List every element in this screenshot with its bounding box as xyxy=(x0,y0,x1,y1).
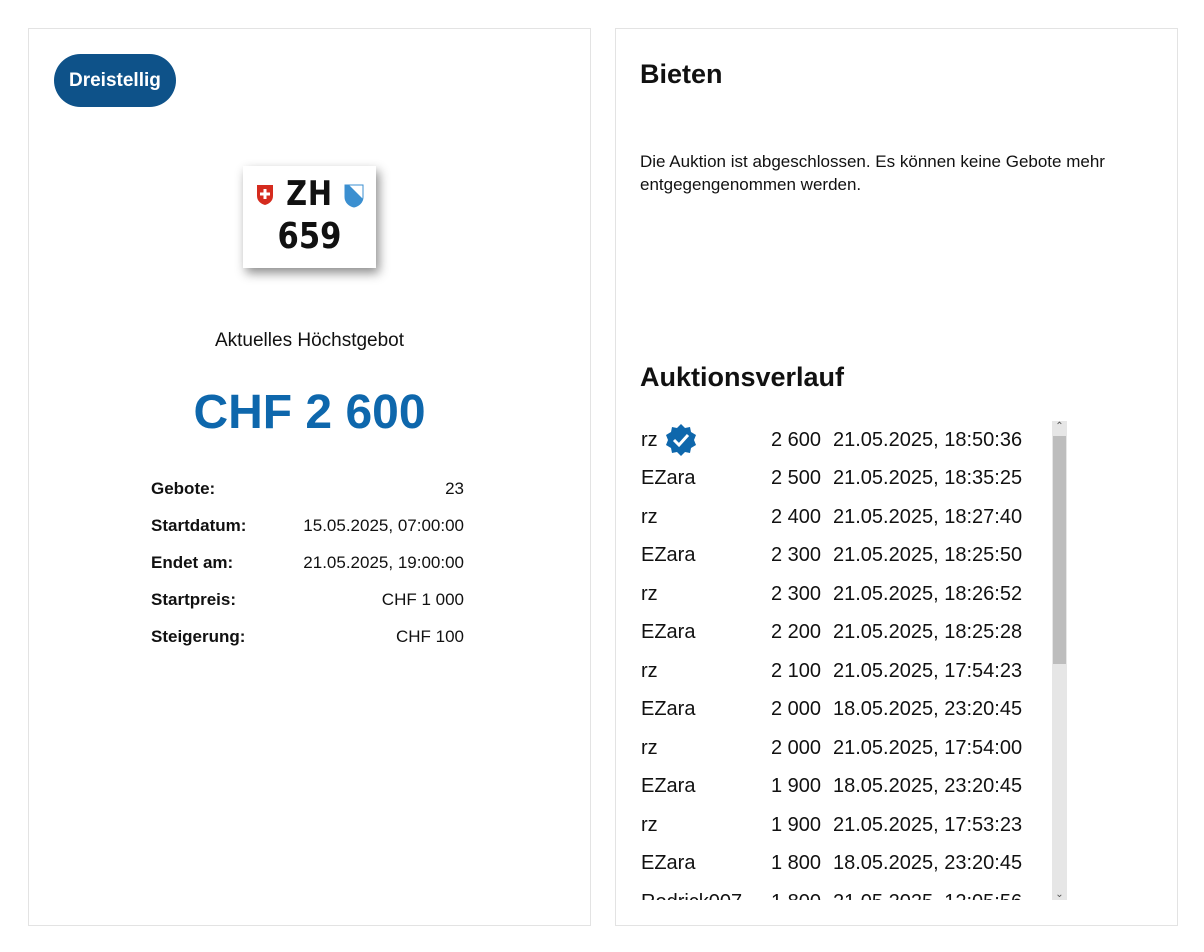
bid-amount: 1 800 xyxy=(770,852,821,875)
detail-label: Gebote: xyxy=(151,479,216,498)
current-bid-amount: CHF 2 600 xyxy=(193,386,426,439)
history-title: Auktionsverlauf xyxy=(640,362,845,392)
bid-time: 18.05.2025, 23:20:45 xyxy=(833,775,1023,798)
auction-closed-message: Die Auktion ist abgeschlossen. Es können… xyxy=(640,152,1105,194)
detail-row: Startpreis: CHF 1 000 xyxy=(151,588,464,625)
bid-title: Bieten xyxy=(640,59,723,89)
history-row: rz 2 100 21.05.2025, 17:54:23 xyxy=(626,652,1067,691)
plate-panel: Dreistellig ZH 659 Aktuelles Höchstgebot… xyxy=(28,28,591,926)
history-row: rz 2 400 21.05.2025, 18:27:40 xyxy=(626,498,1067,537)
detail-row: Endet am: 21.05.2025, 19:00:00 xyxy=(151,551,464,588)
history-row: EZara 2 300 21.05.2025, 18:25:50 xyxy=(626,537,1067,576)
license-plate: ZH 659 xyxy=(243,166,376,268)
history-row: EZara 1 900 18.05.2025, 23:20:45 xyxy=(626,768,1067,807)
history-row: rz 2 000 21.05.2025, 17:54:00 xyxy=(626,729,1067,768)
bid-amount: 1 800 xyxy=(746,891,821,900)
bid-time: 18.05.2025, 23:20:45 xyxy=(833,698,1023,721)
bidder-name: Rodrick007 xyxy=(641,891,742,900)
history-scrollbar[interactable]: ⌃ ⌄ xyxy=(1052,421,1067,900)
detail-label: Endet am: xyxy=(151,553,234,572)
bid-time: 21.05.2025, 12:05:56 xyxy=(833,891,1022,900)
bid-time: 21.05.2025, 18:35:25 xyxy=(833,467,1023,490)
history-row: EZara 1 800 18.05.2025, 23:20:45 xyxy=(626,845,1067,884)
bidder-name: rz xyxy=(641,659,658,682)
detail-value: 21.05.2025, 19:00:00 xyxy=(303,553,464,572)
detail-value: 15.05.2025, 07:00:00 xyxy=(303,516,464,535)
bid-amount: 1 900 xyxy=(770,775,821,798)
bidder-name: rz xyxy=(641,428,658,451)
bid-history-list[interactable]: rz 2 600 21.05.2025, 18:50:36 EZara 2 500 21.… xyxy=(626,421,1067,900)
history-row: EZara 2 000 18.05.2025, 23:20:45 xyxy=(626,691,1067,730)
bidder-name: EZara xyxy=(641,852,696,875)
history-row: Rodrick007 1 800 21.05.2025, 12:05:56 xyxy=(626,883,1067,900)
bidder-name: rz xyxy=(641,813,658,836)
current-bid-label: Aktuelles Höchstgebot xyxy=(214,330,405,351)
detail-label: Steigerung: xyxy=(151,627,246,646)
bidder-name: rz xyxy=(641,736,658,759)
zurich-shield-icon xyxy=(344,184,364,208)
scroll-up-icon[interactable]: ⌃ xyxy=(1055,421,1064,432)
history-row: rz 2 600 21.05.2025, 18:50:36 xyxy=(626,421,1067,460)
bidder-name: rz xyxy=(641,582,658,605)
detail-value: CHF 1 000 xyxy=(381,590,464,609)
scroll-down-icon[interactable]: ⌄ xyxy=(1055,889,1064,900)
swiss-shield-icon xyxy=(257,185,273,205)
bid-time: 21.05.2025, 18:25:28 xyxy=(833,621,1023,644)
bid-amount: 2 400 xyxy=(770,505,821,528)
history-row: rz 2 300 21.05.2025, 18:26:52 xyxy=(626,575,1067,614)
bid-amount: 1 900 xyxy=(770,813,821,836)
bid-time: 21.05.2025, 18:25:50 xyxy=(833,544,1023,567)
category-badge[interactable]: Dreistellig xyxy=(54,54,176,107)
plate-canton: ZH xyxy=(286,174,333,214)
history-row: EZara 2 200 21.05.2025, 18:25:28 xyxy=(626,614,1067,653)
detail-row: Startdatum: 15.05.2025, 07:00:00 xyxy=(151,514,464,551)
auction-details: Gebote: 23 Startdatum: 15.05.2025, 07:00:0… xyxy=(151,477,464,662)
detail-label: Startdatum: xyxy=(151,516,247,535)
bid-time: 21.05.2025, 18:50:36 xyxy=(833,428,1023,451)
bid-amount: 2 300 xyxy=(770,544,821,567)
verified-badge-icon xyxy=(665,424,696,457)
detail-row: Steigerung: CHF 100 xyxy=(151,625,464,662)
bid-time: 21.05.2025, 17:54:00 xyxy=(833,736,1023,759)
bidder-name: EZara xyxy=(641,467,696,490)
bid-amount: 2 000 xyxy=(770,736,821,759)
history-row: rz 1 900 21.05.2025, 17:53:23 xyxy=(626,806,1067,845)
bid-amount: 2 000 xyxy=(770,698,821,721)
bid-amount: 2 100 xyxy=(770,659,821,682)
bid-time: 18.05.2025, 23:20:45 xyxy=(833,852,1023,875)
bid-time: 21.05.2025, 18:27:40 xyxy=(833,505,1023,528)
bidder-name: EZara xyxy=(641,775,696,798)
bidder-name: rz xyxy=(641,505,658,528)
bidder-name: EZara xyxy=(641,544,696,567)
detail-value: 23 xyxy=(445,479,464,498)
detail-value: CHF 100 xyxy=(395,627,464,646)
bid-amount: 2 200 xyxy=(770,621,821,644)
scrollbar-thumb[interactable] xyxy=(1053,436,1066,664)
bid-time: 21.05.2025, 18:26:52 xyxy=(833,582,1023,605)
bid-time: 21.05.2025, 17:53:23 xyxy=(833,813,1023,836)
bid-panel: Bieten Die Auktion ist abgeschlossen. Es… xyxy=(615,28,1178,926)
bid-amount: 2 300 xyxy=(770,582,821,605)
bidder-name: EZara xyxy=(641,698,696,721)
detail-row: Gebote: 23 xyxy=(151,477,464,514)
bidder-name: EZara xyxy=(641,621,696,644)
bid-amount: 2 600 xyxy=(770,428,821,451)
detail-label: Startpreis: xyxy=(151,590,237,609)
bid-time: 21.05.2025, 17:54:23 xyxy=(833,659,1023,682)
history-row: EZara 2 500 21.05.2025, 18:35:25 xyxy=(626,460,1067,499)
plate-number: 659 xyxy=(277,216,342,257)
bid-amount: 2 500 xyxy=(770,467,821,490)
